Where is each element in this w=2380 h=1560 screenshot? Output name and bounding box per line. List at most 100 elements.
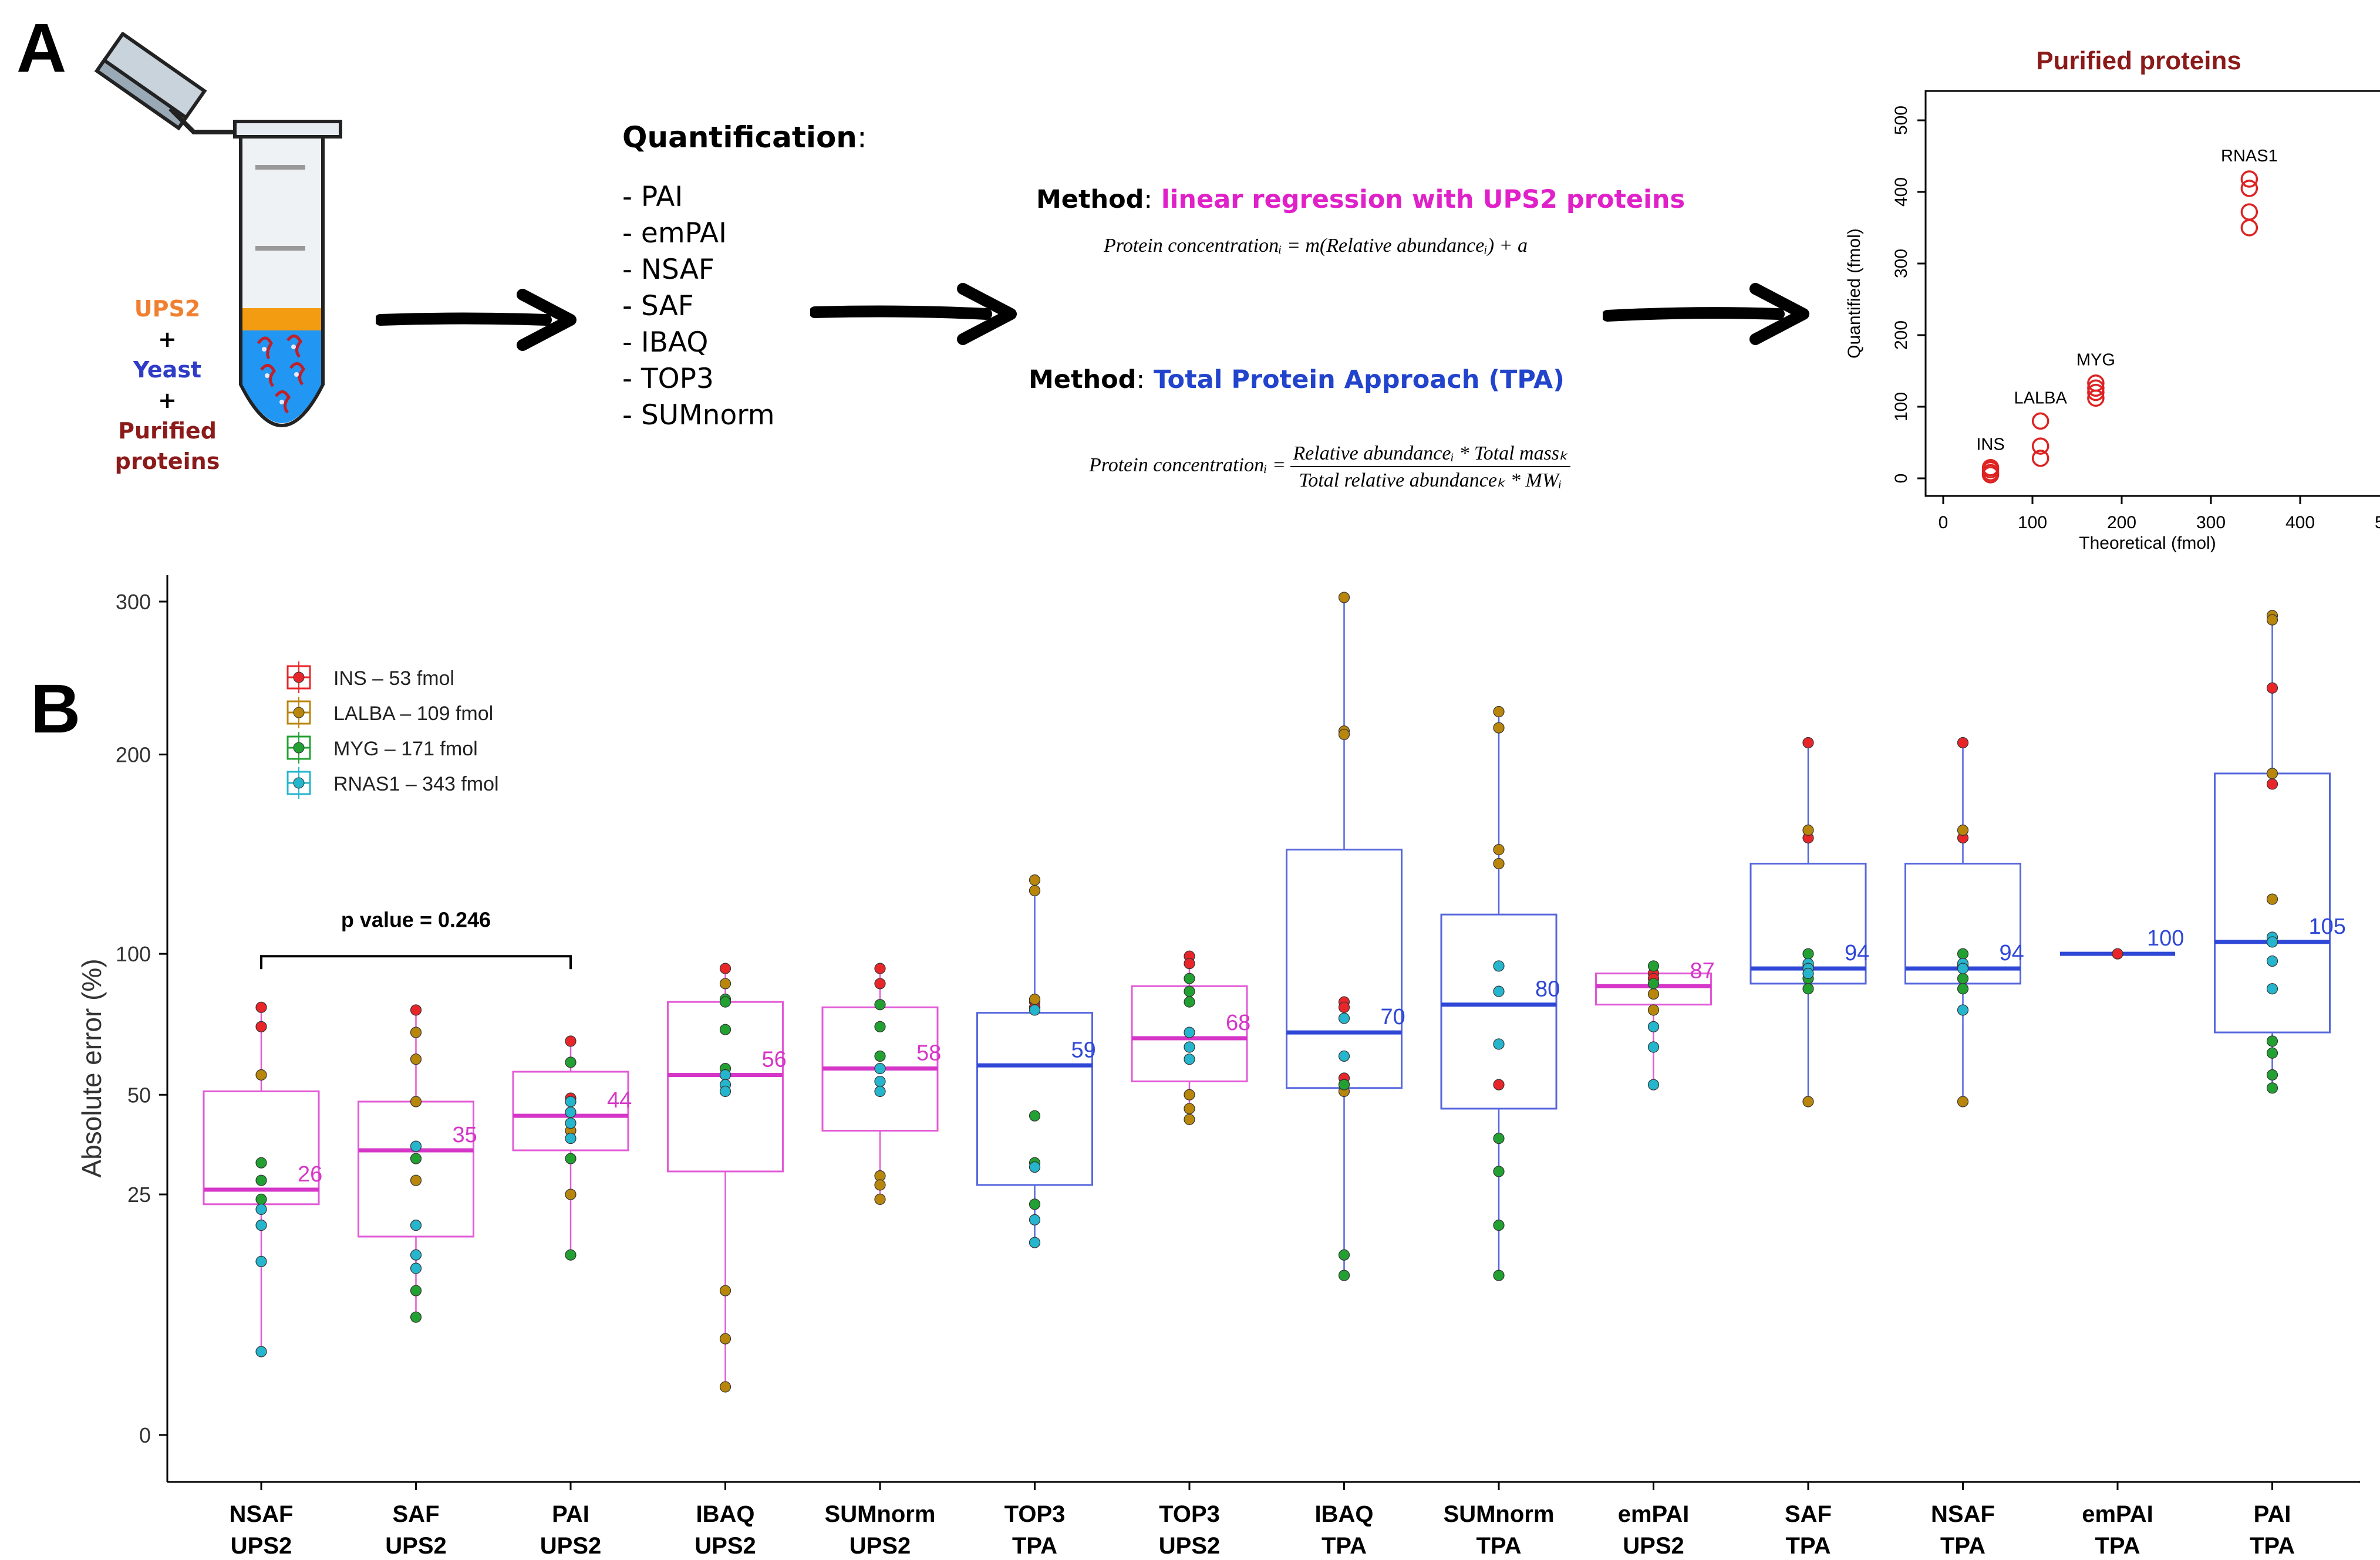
data-point-lalba — [565, 1188, 577, 1200]
boxplot-x-tick-label: NSAF — [1931, 1501, 1995, 1527]
box-iqr — [512, 1071, 629, 1152]
boxplot-x-tick-label: emPAI — [1618, 1501, 1690, 1527]
data-point-lalba — [719, 1285, 731, 1296]
boxplot-x-tick-sublabel: UPS2 — [231, 1533, 292, 1559]
data-point-myg — [874, 1050, 886, 1062]
data-point-myg — [2266, 1047, 2278, 1059]
data-point-lalba — [1184, 1103, 1195, 1115]
boxplot-x-tick-label: SUMnorm — [825, 1501, 936, 1527]
boxplot-x-tick-sublabel: TPA — [1940, 1533, 1985, 1559]
method-2-name: Total Protein Approach (TPA) — [1153, 365, 1565, 394]
boxplot-x-tick-label: PAI — [552, 1501, 589, 1527]
legend-key-dot — [293, 742, 305, 754]
data-point-rnas1 — [1029, 1214, 1041, 1225]
legend-key-dot — [293, 671, 305, 683]
legend-key-dot — [293, 777, 305, 789]
data-point-ins — [565, 1035, 577, 1047]
data-point-lalba — [255, 1069, 267, 1081]
data-point-rnas1 — [874, 1085, 886, 1098]
scatter-y-tick-label: 400 — [1892, 177, 1911, 207]
data-point-rnas1 — [1493, 985, 1505, 997]
panel-b-letter: B — [31, 670, 81, 748]
quantification-method-item: - NSAF — [622, 254, 714, 286]
label-yeast: Yeast — [133, 357, 202, 383]
data-point-myg — [565, 1249, 577, 1261]
data-point-myg — [1184, 973, 1195, 984]
data-point-rnas1 — [1957, 1004, 1969, 1016]
data-point-rnas1 — [565, 1117, 577, 1129]
boxplot-x-tick-sublabel: UPS2 — [540, 1533, 602, 1559]
data-point-lalba — [1493, 857, 1505, 870]
scatter-point-rnas1 — [2240, 219, 2258, 237]
data-point-rnas1 — [719, 1069, 731, 1081]
data-point-rnas1 — [565, 1096, 577, 1107]
scatter-y-tick-label: 300 — [1892, 249, 1911, 278]
box-median-label: 105 — [2309, 914, 2346, 939]
legend-label: INS – 53 fmol — [333, 667, 454, 690]
scatter-y-tick-label: 500 — [1892, 106, 1911, 135]
data-point-lalba — [1957, 1096, 1969, 1107]
data-point-myg — [565, 1056, 577, 1068]
data-point-rnas1 — [255, 1346, 267, 1358]
data-point-rnas1 — [719, 1085, 731, 1098]
data-point-rnas1 — [1338, 1050, 1350, 1062]
box-median-label: 56 — [762, 1047, 787, 1072]
boxplot-x-tick-label: TOP3 — [1004, 1501, 1066, 1527]
data-point-rnas1 — [1647, 1021, 1660, 1032]
data-point-myg — [1029, 1198, 1041, 1210]
data-point-lalba — [1802, 824, 1814, 836]
data-point-lalba — [1957, 824, 1969, 836]
boxplot-y-tick-label: 50 — [127, 1083, 151, 1107]
data-point-lalba — [1493, 722, 1505, 734]
boxplot-x-tick-label: TOP3 — [1159, 1501, 1220, 1527]
data-point-rnas1 — [410, 1220, 422, 1231]
method-2-formula: Protein concentrationᵢ = Relative abunda… — [1089, 441, 1570, 492]
data-point-lalba — [410, 1053, 422, 1065]
scatter-point-label: INS — [1976, 435, 2004, 454]
data-point-myg — [2266, 1069, 2278, 1081]
legend-key-dot — [293, 707, 305, 718]
quantification-method-item: - IBAQ — [622, 326, 709, 359]
boxplot-x-tick-label: SAF — [393, 1501, 440, 1527]
quantification-method-list: - PAI - emPAI - NSAF - SAF - IBAQ - TOP3 - SUM… — [622, 179, 867, 434]
boxplot-y-label: Absolute error (%) — [76, 958, 107, 1177]
boxplot-y-tick-label: 25 — [127, 1183, 151, 1207]
scatter-x-label: Theoretical (fmol) — [2079, 533, 2216, 553]
scatter-y-label: Quantified (fmol) — [1845, 228, 1864, 359]
box-median-label: 58 — [916, 1041, 941, 1066]
data-point-lalba — [874, 1179, 886, 1191]
scatter-point-rnas1 — [2240, 180, 2258, 197]
data-point-rnas1 — [1647, 1079, 1660, 1090]
significance-bracket — [260, 955, 572, 970]
boxplot-x-tick-label: NSAF — [230, 1501, 294, 1527]
data-point-myg — [1338, 1269, 1350, 1281]
method-1-heading: Method: linear regression with UPS2 prot… — [1036, 185, 1685, 214]
data-point-myg — [255, 1174, 267, 1186]
label-ups2: UPS2 — [134, 296, 201, 322]
arrow-right-icon-2 — [810, 283, 1017, 345]
box-median-label: 26 — [298, 1162, 322, 1187]
boxplot-y-tick-label: 200 — [116, 743, 151, 767]
data-point-rnas1 — [874, 1063, 886, 1075]
data-point-rnas1 — [1802, 968, 1814, 980]
quantification-method-item: - SUMnorm — [622, 399, 775, 431]
legend-label: MYG – 171 fmol — [333, 738, 478, 760]
box-median-label: 94 — [2000, 941, 2024, 965]
data-point-lalba — [410, 1027, 422, 1038]
boxplot-x-tick-sublabel: UPS2 — [849, 1533, 911, 1559]
data-point-myg — [255, 1193, 267, 1205]
data-point-lalba — [410, 1096, 422, 1107]
box-median-label: 100 — [2147, 926, 2184, 951]
data-point-ins — [255, 1001, 267, 1013]
data-point-rnas1 — [410, 1262, 422, 1274]
legend-label: LALBA – 109 fmol — [333, 703, 493, 725]
quantification-title: Quantification: — [622, 120, 867, 154]
label-purified-2: proteins — [114, 448, 220, 474]
scatter-x-tick-label: 300 — [2196, 513, 2226, 532]
data-point-myg — [410, 1285, 422, 1296]
data-point-ins — [1957, 737, 1969, 749]
data-point-myg — [255, 1157, 267, 1169]
data-point-rnas1 — [1647, 1041, 1660, 1053]
data-point-rnas1 — [565, 1106, 577, 1118]
